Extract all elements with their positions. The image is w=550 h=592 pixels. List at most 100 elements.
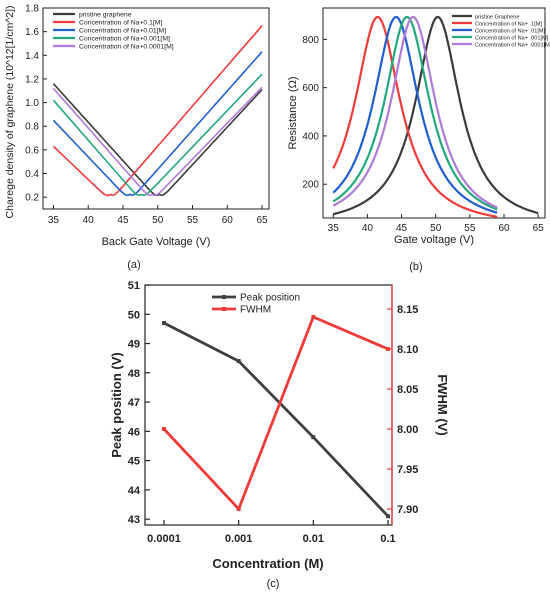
chart-c-legend-label: FWHM [240, 305, 271, 316]
chart-c-legend-label: Peak position [240, 293, 300, 304]
chart-a-legend-label: Concentration of Na+0.0001[M] [79, 44, 174, 51]
chart-c-ytick-label-right: 7.95 [397, 464, 418, 476]
chart-c-data-point [236, 359, 241, 364]
chart-c-ytick-label-left: 44 [128, 485, 141, 497]
chart-b-legend-label: Concentration of Na+ .0001[M] [475, 42, 550, 48]
chart-a-xtick-label: 35 [48, 215, 60, 226]
chart-a-ytick-label: 0.6 [25, 145, 39, 156]
chart-b-plot-frame [322, 7, 546, 219]
chart-c-ytick-label-right: 7.90 [397, 504, 418, 516]
chart-c-ytick-label-right: 8.15 [397, 304, 418, 316]
chart-a-ylabel: Charege density of graphene (10^12[1/cm^… [4, 6, 16, 219]
chart-a-series-line [52, 51, 263, 197]
chart-c-xtick-label: 0.0001 [147, 533, 181, 545]
chart-a-ytick-label: 1.4 [25, 51, 39, 62]
chart-c-ytick-label-left: 49 [128, 339, 140, 351]
chart-b-ytick-label: 600 [302, 83, 319, 94]
chart-b-ytick-label: 800 [302, 35, 319, 46]
chart-c-legend-marker [222, 307, 226, 311]
chart-c-ytick-label-left: 45 [128, 456, 140, 468]
chart-c-data-point [162, 427, 166, 431]
chart-b-ylabel: Resistance (Ω) [287, 76, 299, 149]
chart-b-series-line [332, 15, 498, 209]
chart-b-legend-label: Concentration of Na+ .001[M] [475, 35, 549, 41]
chart-resistance: 35 40 45 50 55 60 65 200 400 600 800 pristine Grap… [287, 7, 550, 273]
chart-c-ytick-label-right: 8.05 [397, 384, 418, 396]
chart-b-series-line [332, 15, 539, 216]
chart-a-xtick-label: 55 [187, 215, 199, 226]
chart-a-legend-label: Concentration of Na+0.001[M] [79, 36, 170, 43]
chart-c-series-line [163, 321, 390, 518]
chart-b-legend-label: Concentration of Na+ .01[M] [475, 28, 546, 34]
chart-c-data-point [386, 347, 390, 351]
chart-c-xtick-label: 0.1 [380, 533, 395, 545]
chart-c-data-point [311, 435, 316, 440]
chart-a-legend-label: Concentration of Na+0.01[M] [79, 28, 166, 35]
chart-a-xtick-label: 40 [83, 215, 95, 226]
chart-b-series-line [332, 15, 498, 218]
chart-a-ytick-label: 0.2 [25, 193, 39, 204]
chart-b-xlabel: Gate voltage (V) [394, 234, 474, 246]
chart-b-xtick-label: 55 [464, 223, 476, 234]
panel-label-c: (c) [267, 578, 280, 590]
chart-b-series-line [332, 15, 498, 214]
chart-a-legend-label: pristine graphene [79, 12, 132, 19]
chart-a-ytick-label: 1.6 [25, 27, 39, 38]
chart-c-xlabel: Concentration (M) [212, 556, 323, 571]
chart-b-legend-label: pristine Graphene [475, 14, 519, 20]
chart-b-xtick-label: 35 [328, 223, 340, 234]
chart-c-ylabel-left: Peak position (V) [109, 352, 124, 457]
chart-peak-fwhm: 0.0001 0.001 0.01 0.1 43 44 45 46 47 48 49 50 51 7.90… [109, 280, 450, 590]
chart-a-xtick-label: 50 [152, 215, 164, 226]
chart-c-ytick-label-left: 51 [128, 280, 140, 292]
chart-c-legend-marker [222, 295, 226, 299]
chart-c-ytick-label-left: 48 [128, 368, 140, 380]
chart-c-data-point [236, 507, 241, 511]
chart-c-xtick-label: 0.01 [303, 533, 324, 545]
chart-c-data-point [311, 315, 316, 319]
chart-c-ytick-label-left: 46 [128, 426, 140, 438]
chart-c-lines [162, 315, 390, 519]
chart-charge-density: 35 40 45 50 55 60 65 0.2 0.4 0.6 0.8 1.0 1.2 1.4 1.6 1.… [4, 4, 270, 271]
chart-b-legend-label: Concentration of Na+ .1[M] [475, 21, 542, 27]
chart-a-legend-label: Concentration of Na+0.1[M] [79, 20, 162, 27]
chart-a-xtick-label: 60 [222, 215, 234, 226]
chart-a-ytick-label: 1.8 [25, 4, 39, 15]
chart-a-series-line [52, 25, 263, 197]
chart-a-ytick-label: 1.2 [25, 74, 39, 85]
panel-label-b: (b) [409, 261, 422, 273]
chart-c-ylabel-right: FWHM (V) [435, 374, 450, 435]
chart-a-series-line [52, 73, 263, 197]
chart-a-ytick-label: 0.4 [25, 169, 39, 180]
chart-b-ytick-label: 400 [302, 131, 319, 142]
chart-c-ytick-label-left: 43 [128, 514, 140, 526]
chart-c-ytick-label-left: 47 [128, 397, 140, 409]
chart-c-data-point [162, 321, 166, 326]
chart-b-lines [332, 15, 539, 218]
chart-b-xtick-label: 60 [498, 223, 510, 234]
chart-b-ticks: 35 40 45 50 55 60 65 200 400 600 800 [302, 35, 544, 234]
chart-b-ytick-label: 200 [302, 180, 319, 191]
chart-a-ytick-label: 0.8 [25, 122, 39, 133]
chart-a-ytick-label: 1.0 [25, 98, 39, 109]
chart-b-xtick-label: 65 [533, 223, 545, 234]
chart-c-data-point [386, 514, 390, 519]
chart-a-xlabel: Back Gate Voltage (V) [102, 236, 211, 248]
chart-a-lines [52, 25, 263, 197]
chart-a-xtick-label: 45 [117, 215, 129, 226]
chart-b-xtick-label: 50 [430, 223, 442, 234]
chart-a-ticks: 35 40 45 50 55 60 65 0.2 0.4 0.6 0.8 1.0 1.2 1.4 1.6 1.… [25, 4, 268, 227]
chart-c-ytick-label-right: 8.00 [397, 424, 418, 436]
chart-a-plot-frame [42, 7, 270, 210]
chart-c-xtick-label: 0.001 [225, 533, 253, 545]
chart-c-ytick-label-left: 50 [128, 309, 140, 321]
chart-c-ytick-label-right: 8.10 [397, 344, 418, 356]
chart-a-xtick-label: 65 [256, 215, 268, 226]
chart-a-series-line [52, 86, 263, 197]
chart-b-series-line [332, 15, 498, 211]
